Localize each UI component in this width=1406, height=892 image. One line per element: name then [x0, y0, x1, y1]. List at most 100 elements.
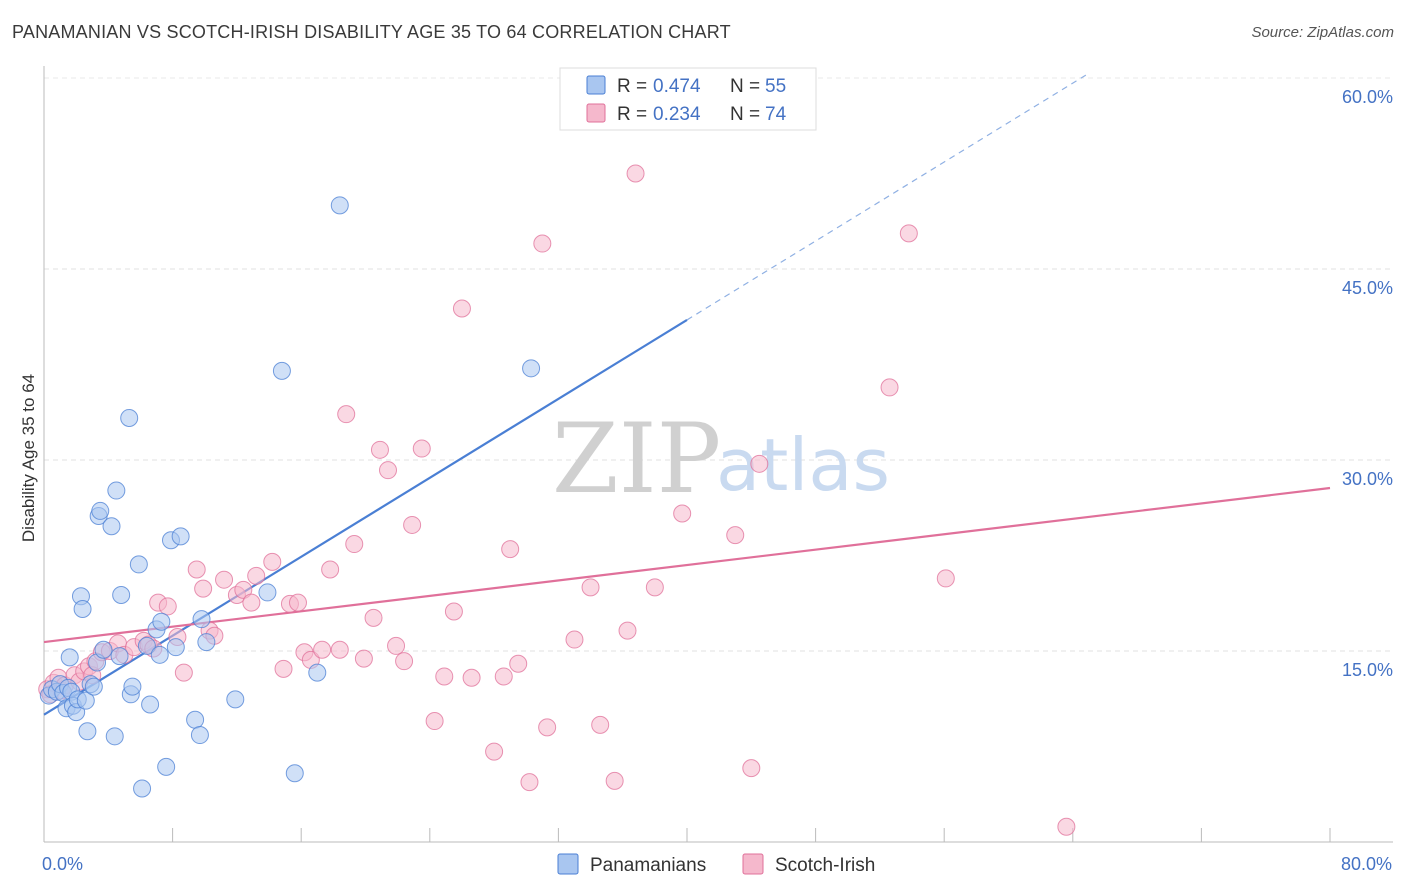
point-scotch-irish-73	[742, 759, 761, 778]
series-legend-label-scotch-irish: Scotch-Irish	[775, 855, 875, 876]
point-panamanians-30	[129, 555, 148, 574]
point-panamanians-47	[272, 361, 291, 380]
point-scotch-irish-46	[370, 440, 389, 459]
trend-lines	[43, 72, 1331, 716]
point-scotch-irish-33	[263, 552, 282, 571]
point-scotch-irish-53	[435, 667, 454, 686]
point-scotch-irish-65	[581, 578, 600, 597]
stats-legend: R = 0.474 N = 55 R = 0.234 N = 74	[559, 67, 817, 131]
point-scotch-irish-57	[485, 742, 504, 761]
point-panamanians-44	[197, 633, 216, 652]
point-scotch-irish-66	[591, 715, 610, 734]
point-scotch-irish-56	[462, 668, 481, 687]
y-tick-label-0: 15.0%	[1342, 660, 1393, 680]
legend-n-label-0: N =	[730, 76, 760, 97]
point-scotch-irish-51	[412, 439, 431, 458]
point-scotch-irish-59	[501, 540, 520, 559]
point-scotch-irish-25	[194, 579, 213, 598]
point-panamanians-35	[150, 645, 169, 664]
x-tick-label-min: 0.0%	[42, 854, 83, 874]
point-scotch-irish-58	[494, 667, 513, 686]
point-scotch-irish-71	[673, 504, 692, 523]
y-tick-labels: 15.0% 30.0% 45.0% 60.0%	[1342, 87, 1393, 680]
axes	[43, 66, 1393, 843]
point-scotch-irish-44	[354, 649, 373, 668]
point-scotch-irish-31	[242, 593, 261, 612]
legend-swatch-scotch-irish	[586, 103, 606, 123]
point-panamanians-40	[171, 527, 190, 546]
point-scotch-irish-63	[538, 718, 557, 737]
point-panamanians-51	[522, 359, 541, 378]
point-scotch-irish-74	[750, 454, 769, 473]
point-scotch-irish-30	[234, 580, 253, 599]
legend-n-value-1: 74	[765, 104, 787, 125]
legend-r-label-0: R =	[617, 76, 647, 97]
point-panamanians-31	[133, 779, 152, 798]
point-panamanians-25	[110, 647, 129, 666]
point-scotch-irish-76	[899, 224, 918, 243]
point-panamanians-23	[105, 727, 124, 746]
point-panamanians-46	[258, 583, 277, 602]
watermark: ZIP atlas	[552, 403, 890, 515]
point-scotch-irish-40	[321, 560, 340, 579]
point-scotch-irish-54	[444, 602, 463, 621]
point-panamanians-14	[76, 691, 95, 710]
point-panamanians-42	[190, 726, 209, 745]
point-scotch-irish-42	[337, 405, 356, 424]
chart-title: PANAMANIAN VS SCOTCH-IRISH DISABILITY AG…	[12, 22, 731, 42]
point-panamanians-24	[107, 481, 126, 500]
point-scotch-irish-41	[330, 640, 349, 659]
y-tick-label-2: 45.0%	[1342, 278, 1393, 298]
point-scotch-irish-78	[1057, 817, 1076, 836]
point-panamanians-50	[330, 196, 349, 215]
point-panamanians-27	[120, 408, 139, 427]
legend-n-value-0: 55	[765, 76, 786, 97]
point-scotch-irish-64	[565, 630, 584, 649]
point-scotch-irish-69	[626, 164, 645, 183]
x-tick-label-max: 80.0%	[1341, 854, 1392, 874]
point-panamanians-45	[226, 690, 245, 709]
point-scotch-irish-55	[452, 299, 471, 318]
point-scotch-irish-70	[645, 578, 664, 597]
point-panamanians-43	[192, 610, 211, 629]
y-tick-label-3: 60.0%	[1342, 87, 1393, 107]
point-panamanians-13	[73, 599, 92, 618]
watermark-zip: ZIP	[552, 403, 721, 515]
legend-swatch-panamanians	[586, 75, 606, 95]
point-panamanians-22	[102, 517, 121, 536]
series-legend-swatch-panamanians	[557, 853, 579, 875]
point-scotch-irish-60	[509, 654, 528, 673]
point-panamanians-17	[84, 677, 103, 696]
point-scotch-irish-61	[520, 773, 539, 792]
point-scotch-irish-72	[726, 526, 745, 545]
point-scotch-irish-48	[387, 636, 406, 655]
point-panamanians-7	[60, 648, 79, 667]
point-panamanians-36	[152, 612, 171, 631]
point-scotch-irish-62	[533, 234, 552, 253]
point-scotch-irish-50	[403, 515, 422, 534]
point-scotch-irish-36	[288, 593, 307, 612]
point-scotch-irish-43	[345, 535, 364, 554]
trend-line-panamanians-extension	[686, 72, 1090, 321]
legend-r-label-1: R =	[617, 104, 647, 125]
y-axis-label: Disability Age 35 to 64	[19, 374, 38, 542]
point-scotch-irish-68	[618, 621, 637, 640]
point-scotch-irish-24	[187, 560, 206, 579]
legend-r-value-0: 0.474	[653, 76, 701, 97]
point-panamanians-37	[157, 757, 176, 776]
point-panamanians-21	[94, 640, 113, 659]
gridlines	[44, 77, 1393, 652]
legend-r-value-1: 0.234	[653, 104, 701, 125]
point-panamanians-33	[141, 695, 160, 714]
point-scotch-irish-67	[605, 771, 624, 790]
point-scotch-irish-39	[313, 640, 332, 659]
trend-line-scotch-irish	[43, 486, 1331, 644]
point-panamanians-29	[123, 677, 142, 696]
point-scotch-irish-77	[936, 569, 955, 588]
point-panamanians-49	[308, 663, 327, 682]
chart-source: Source: ZipAtlas.com	[1251, 24, 1394, 41]
point-scotch-irish-49	[395, 652, 414, 671]
point-scotch-irish-47	[379, 461, 398, 480]
data-points	[38, 164, 1076, 836]
